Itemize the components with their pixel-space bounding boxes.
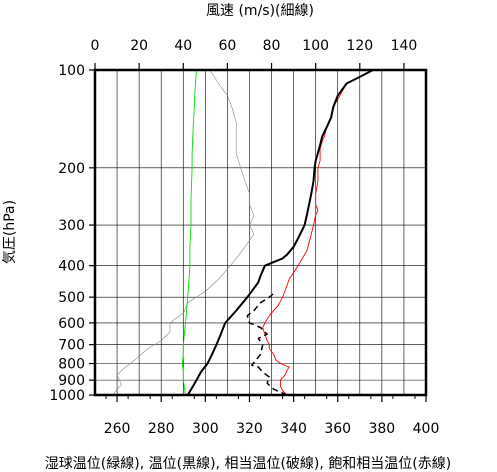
plot-frame [93,68,428,397]
y-tick-label: 800 [58,357,85,373]
series-line-飽和相当温位 [262,69,374,396]
x-bottom-tick-label: 340 [280,421,307,437]
series-line-相当温位 [246,290,288,396]
y-tick-label: 900 [58,373,85,389]
x-bottom-tick-label: 320 [236,421,263,437]
x-top-tick-label: 80 [263,38,281,54]
y-tick-label: 500 [58,290,85,306]
x-top-tick-label: 0 [91,38,100,54]
y-axis-label: 気圧(hPa) [2,200,18,264]
series-line-風速 [112,69,255,396]
x-top-tick-label: 40 [174,38,192,54]
x-bottom-tick-label: 380 [368,421,395,437]
series-line-湿球温位 [181,69,197,396]
x-top-tick-label: 60 [218,38,236,54]
y-tick-label: 100 [58,63,85,79]
y-tick-label: 200 [58,161,85,177]
x-bottom-tick-label: 260 [104,421,131,437]
y-tick-label: 600 [58,316,85,332]
series-line-温位 [186,69,374,396]
x-top-tick-label: 120 [346,38,373,54]
y-tick-label: 700 [58,338,85,354]
series-group [112,69,374,396]
bottom-axis-label: 湿球温位(緑線), 温位(黒線), 相当温位(破線), 飽和相当温位(赤線) [45,455,451,472]
x-bottom-tick-label: 300 [192,421,219,437]
x-top-tick-label: 140 [391,38,418,54]
x-bottom-tick-label: 400 [413,421,440,437]
top-axis-title: 風速 (m/s)(細線) [206,3,314,19]
grid [95,69,426,396]
y-tick-label: 400 [58,259,85,275]
x-bottom-tick-label: 360 [324,421,351,437]
x-top-tick-label: 20 [130,38,148,54]
y-tick-label: 300 [58,218,85,234]
x-top-tick-label: 100 [302,38,329,54]
y-tick-label: 1000 [49,388,85,404]
x-bottom-tick-label: 280 [148,421,175,437]
